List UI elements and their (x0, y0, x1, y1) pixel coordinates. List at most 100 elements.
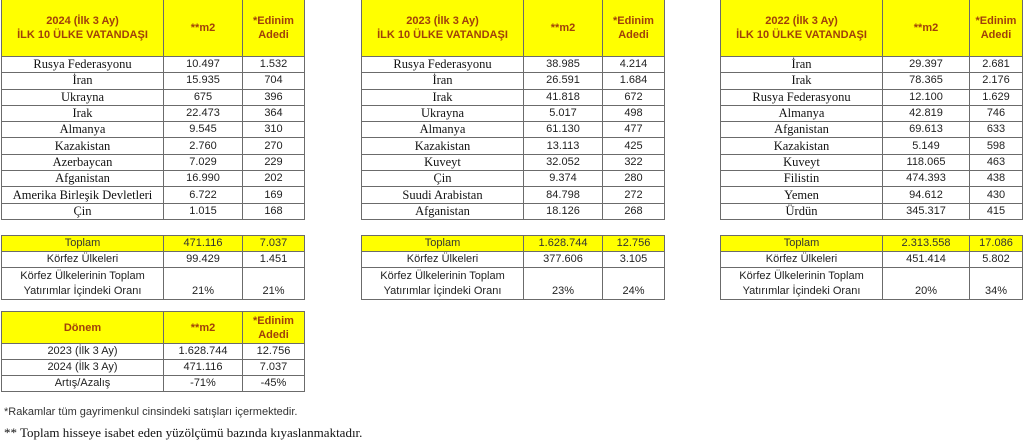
total-label: Toplam (361, 235, 524, 252)
header-title: 2023 (İlk 3 Ay) İLK 10 ÜLKE VATANDAŞI (361, 0, 524, 57)
gulf-ratio-label-line2: Yatırımlar İçindeki Oranı (742, 285, 861, 297)
edinim-value: 633 (969, 121, 1023, 139)
gulf-ratio-label: Körfez Ülkelerinin Toplam Yatırımlar İçin… (720, 267, 883, 300)
country-name: Rusya Federasyonu (1, 55, 164, 74)
country-name: Ürdün (720, 202, 883, 220)
country-name: Almanya (720, 104, 883, 123)
header-edinim-line2: Adedi (258, 328, 289, 341)
total-row: Toplam 2.313.558 17.086 (720, 235, 1023, 252)
m2-value: -71% (163, 375, 243, 392)
m2-value: 78.365 (882, 72, 970, 90)
header-edinim-line2: Adedi (980, 29, 1012, 41)
header-m2: **m2 (163, 311, 243, 344)
header-title-line2: İLK 10 ÜLKE VATANDAŞI (377, 29, 508, 41)
edinim-value: 598 (969, 137, 1023, 155)
table-row: Ukrayna 675 396 (1, 88, 305, 106)
gulf-ratio-row: Körfez Ülkelerinin Toplam Yatırımlar İçin… (361, 267, 665, 300)
table-row: Irak 41.818 672 (361, 88, 665, 106)
gulf-m2: 377.606 (523, 251, 603, 268)
m2-value: 29.397 (882, 55, 970, 74)
table-row: Kazakistan 13.113 425 (361, 137, 665, 155)
edinim-value: 12.756 (242, 343, 305, 360)
m2-value: 18.126 (523, 202, 603, 220)
m2-value: 22.473 (163, 104, 243, 123)
comparison-row: 2024 (İlk 3 Ay) 471.116 7.037 (1, 359, 305, 376)
country-name: Yemen (720, 186, 883, 204)
table-row: Rusya Federasyonu 12.100 1.629 (720, 88, 1023, 106)
comparison-row: Artış/Azalış -71% -45% (1, 375, 305, 392)
m2-value: 9.374 (523, 170, 603, 188)
gulf-ratio-row: Körfez Ülkelerinin Toplam Yatırımlar İçin… (720, 267, 1023, 300)
edinim-value: 463 (969, 153, 1023, 172)
table-row: Ürdün 345.317 415 (720, 202, 1023, 220)
country-name: Rusya Federasyonu (720, 88, 883, 106)
m2-value: 471.116 (163, 359, 243, 376)
total-row: Toplam 1.628.744 12.756 (361, 235, 665, 252)
m2-value: 61.130 (523, 121, 603, 139)
table-row: İran 26.591 1.684 (361, 72, 665, 90)
country-name: Irak (720, 72, 883, 90)
m2-value: 345.317 (882, 202, 970, 220)
header-title-line1: 2024 (İlk 3 Ay) (46, 15, 119, 27)
country-name: Ukrayna (1, 88, 164, 106)
gulf-edinim: 5.802 (969, 251, 1023, 268)
m2-value: 6.722 (163, 186, 243, 204)
total-m2: 1.628.744 (523, 235, 603, 252)
total-edinim: 12.756 (602, 235, 665, 252)
country-name: Çin (1, 202, 164, 220)
footnote-acquisitions: *Rakamlar tüm gayrimenkul cinsindeki sat… (4, 406, 298, 418)
header-m2: **m2 (523, 0, 603, 57)
table-row: İran 29.397 2.681 (720, 55, 1023, 74)
gulf-ratio-edinim: 21% (242, 267, 305, 300)
gulf-label: Körfez Ülkeleri (1, 251, 164, 268)
gulf-m2: 451.414 (882, 251, 970, 268)
gulf-ratio-label-line1: Körfez Ülkelerinin Toplam (20, 270, 145, 282)
m2-value: 1.015 (163, 202, 243, 220)
edinim-value: 704 (242, 72, 305, 90)
gulf-label: Körfez Ülkeleri (720, 251, 883, 268)
table-row: Almanya 61.130 477 (361, 121, 665, 139)
header-edinim: *Edinim Adedi (969, 0, 1023, 57)
table-row: Ukrayna 5.017 498 (361, 104, 665, 123)
m2-value: 84.798 (523, 186, 603, 204)
table-header: 2022 (İlk 3 Ay) İLK 10 ÜLKE VATANDAŞI **m2… (720, 0, 1023, 57)
table-row: Rusya Federasyonu 10.497 1.532 (1, 55, 305, 74)
gulf-ratio-label: Körfez Ülkelerinin Toplam Yatırımlar İçin… (361, 267, 524, 300)
edinim-value: 229 (242, 153, 305, 172)
edinim-value: 2.681 (969, 55, 1023, 74)
gulf-ratio-edinim: 24% (602, 267, 665, 300)
edinim-value: 396 (242, 88, 305, 106)
edinim-value: 1.629 (969, 88, 1023, 106)
m2-value: 7.029 (163, 153, 243, 172)
m2-value: 15.935 (163, 72, 243, 90)
table-row: Filistin 474.393 438 (720, 170, 1023, 188)
m2-value: 26.591 (523, 72, 603, 90)
header-edinim: *Edinim Adedi (602, 0, 665, 57)
table-row: Afganistan 18.126 268 (361, 202, 665, 220)
edinim-value: 7.037 (242, 359, 305, 376)
table-row: Kuveyt 118.065 463 (720, 153, 1023, 172)
gulf-ratio-label-line1: Körfez Ülkelerinin Toplam (739, 270, 864, 282)
header-title-line1: 2022 (İlk 3 Ay) (765, 15, 838, 27)
header-title-line2: İLK 10 ÜLKE VATANDAŞI (736, 29, 867, 41)
country-name: Kuveyt (720, 153, 883, 172)
edinim-value: 270 (242, 137, 305, 155)
table-row: Amerika Birleşik Devletleri 6.722 169 (1, 186, 305, 204)
comparison-row: 2023 (İlk 3 Ay) 1.628.744 12.756 (1, 343, 305, 360)
edinim-value: 746 (969, 104, 1023, 123)
country-table-0: 2024 (İlk 3 Ay) İLK 10 ÜLKE VATANDAŞI **m2… (1, 0, 305, 220)
country-name: Kazakistan (1, 137, 164, 155)
gulf-ratio-label-line2: Yatırımlar İçindeki Oranı (23, 285, 142, 297)
edinim-value: 364 (242, 104, 305, 123)
m2-value: 16.990 (163, 170, 243, 188)
country-name: Irak (1, 104, 164, 123)
country-name: Kuveyt (361, 153, 524, 172)
edinim-value: 415 (969, 202, 1023, 220)
header-title-line2: İLK 10 ÜLKE VATANDAŞI (17, 29, 148, 41)
country-name: Afganistan (361, 202, 524, 220)
m2-value: 13.113 (523, 137, 603, 155)
gulf-edinim: 3.105 (602, 251, 665, 268)
gulf-ratio-m2: 21% (163, 267, 243, 300)
m2-value: 32.052 (523, 153, 603, 172)
country-name: İran (1, 72, 164, 90)
